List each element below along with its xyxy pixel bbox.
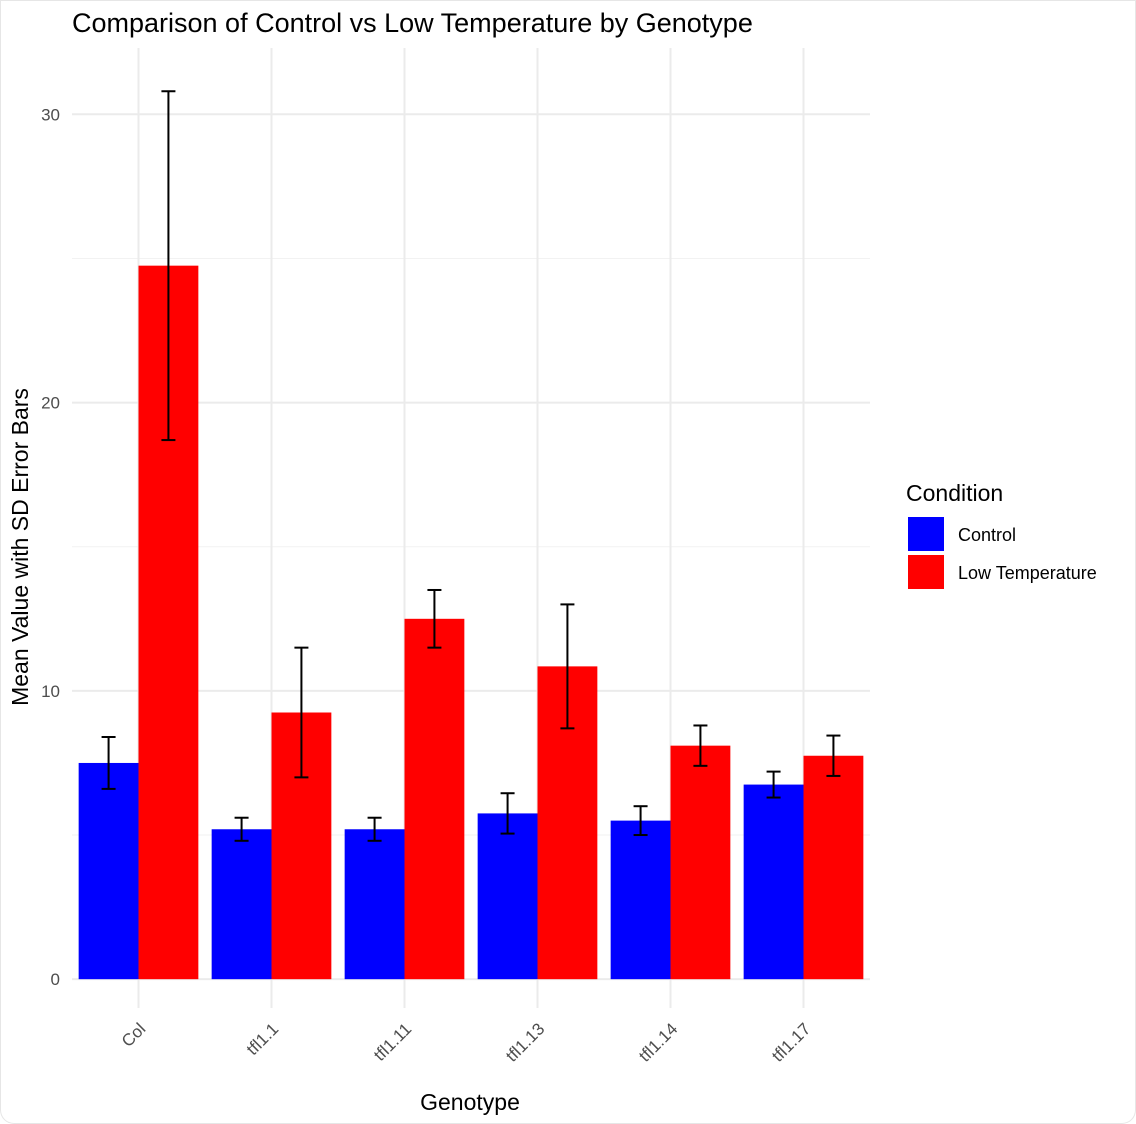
x-tick-label: Col <box>118 1019 149 1050</box>
error-bar <box>161 90 176 442</box>
legend-swatch <box>908 555 944 589</box>
error-bar <box>693 724 708 767</box>
x-tick-label: tfl1.17 <box>768 1019 814 1065</box>
x-axis-ticks: Col tfl1.1 tfl1.11 tfl1.13 tfl1.14 tfl1.17 <box>118 1019 814 1065</box>
legend-title: Condition <box>906 480 1003 506</box>
error-bar <box>367 816 382 842</box>
y-tick-label: 30 <box>41 105 60 124</box>
y-tick-label: 20 <box>41 394 60 413</box>
error-bars <box>101 90 841 842</box>
bar <box>211 829 272 980</box>
error-bar <box>633 805 648 837</box>
x-axis-title: Genotype <box>420 1089 520 1115</box>
error-bar <box>234 816 249 842</box>
y-tick-label: 0 <box>51 970 60 989</box>
error-bar <box>826 734 841 777</box>
legend-item: Control <box>908 517 1016 551</box>
y-tick-label: 10 <box>41 682 60 701</box>
error-bar <box>294 646 309 779</box>
legend-label: Control <box>958 525 1016 545</box>
y-axis-ticks: 0 10 20 30 <box>41 105 60 989</box>
bar <box>477 813 538 980</box>
legend-swatch <box>908 517 944 551</box>
error-bar <box>427 588 442 649</box>
y-axis-title: Mean Value with SD Error Bars <box>7 388 33 706</box>
chart-title: Comparison of Control vs Low Temperature… <box>72 8 753 38</box>
legend-items: Control Low Temperature <box>908 517 1097 589</box>
error-bar <box>101 736 116 790</box>
error-bar <box>500 792 515 835</box>
x-tick-label: tfl1.11 <box>370 1019 415 1064</box>
x-tick-label: tfl1.1 <box>243 1019 282 1058</box>
error-bar <box>560 603 575 730</box>
legend-item: Low Temperature <box>908 555 1097 589</box>
legend-label: Low Temperature <box>958 563 1097 583</box>
bars <box>78 265 864 980</box>
x-tick-label: tfl1.14 <box>635 1019 681 1065</box>
x-tick-label: tfl1.13 <box>502 1019 548 1065</box>
legend: Condition Control Low Temperature <box>906 480 1097 589</box>
error-bar <box>766 770 781 799</box>
bar <box>78 762 139 980</box>
bar <box>803 755 864 980</box>
bar <box>404 618 465 980</box>
bar <box>610 820 671 980</box>
bar <box>344 829 405 980</box>
bar <box>743 784 804 980</box>
bar <box>670 745 731 980</box>
